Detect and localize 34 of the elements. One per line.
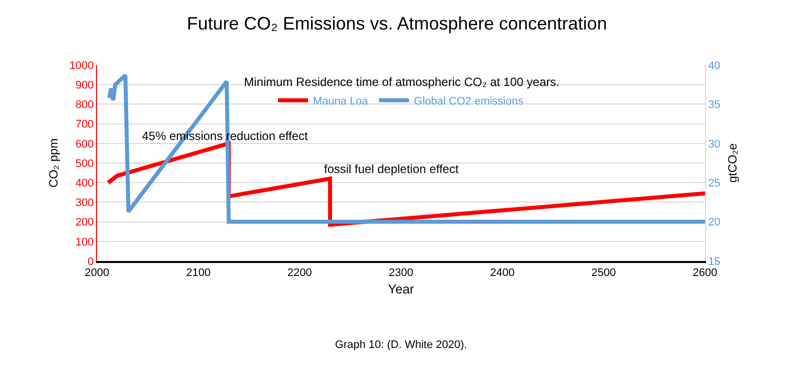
x-tick-label: 2600 <box>692 267 718 280</box>
y-tick-label: 300 <box>75 197 94 210</box>
y-tick-label: 0 <box>88 256 94 268</box>
y-tick-label: 600 <box>75 138 94 150</box>
legend-label: Global CO2 emissions <box>414 96 524 108</box>
y2-tick-label: 25 <box>708 177 720 190</box>
y2-tick-label: 30 <box>708 138 720 150</box>
y2-axis-title: gtCO₂e <box>725 143 740 183</box>
y-tick-label: 800 <box>75 99 94 112</box>
x-tick-label: 2200 <box>287 267 312 280</box>
y-tick-label: 200 <box>75 216 94 229</box>
y-tick-label: 500 <box>75 158 94 170</box>
legend-label: Mauna Loa <box>313 96 369 108</box>
x-axis-title: Year <box>388 281 415 296</box>
y-tick-label: 1000 <box>69 60 94 72</box>
y-tick-label: 700 <box>75 118 94 131</box>
y2-tick-label: 20 <box>708 216 720 229</box>
x-tick-label: 2300 <box>388 267 414 280</box>
y-tick-label: 100 <box>75 236 94 248</box>
y-axis-title: CO₂ ppm <box>46 138 61 188</box>
x-tick-label: 2100 <box>186 267 211 280</box>
annotation: fossil fuel depletion effect <box>324 162 460 176</box>
chart-title: Future CO₂ Emissions vs. Atmosphere concentration <box>186 14 608 34</box>
annotation: Minimum Residence time of atmospheric CO₂ at 100 years. <box>244 75 560 89</box>
x-tick-label: 2400 <box>490 267 515 280</box>
x-tick-label: 2500 <box>591 267 616 280</box>
y-tick-label: 400 <box>75 177 94 190</box>
y2-tick-label: 15 <box>708 256 720 268</box>
y2-tick-label: 35 <box>708 99 720 112</box>
caption: Graph 10: (D. White 2020). <box>335 339 468 351</box>
x-tick-label: 2000 <box>84 267 110 280</box>
y-tick-label: 900 <box>75 79 94 92</box>
y2-tick-label: 40 <box>708 60 720 72</box>
line-series <box>107 73 705 224</box>
